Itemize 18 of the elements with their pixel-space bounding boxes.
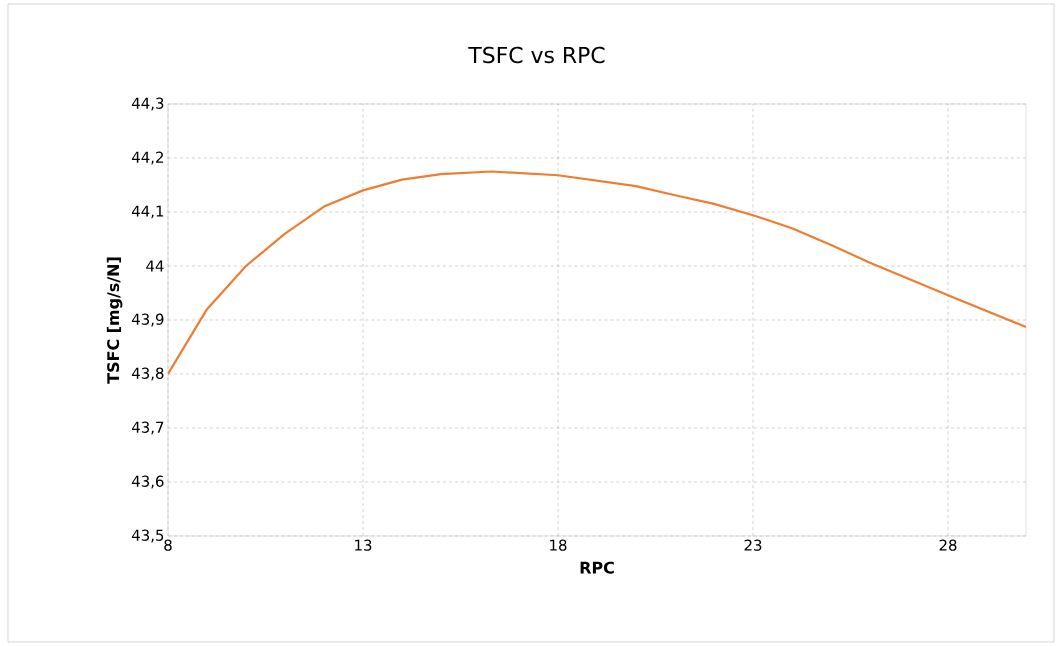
- x-tick-label: 8: [164, 539, 172, 551]
- x-axis-title: RPC: [580, 561, 614, 574]
- y-tick-label: 43,7: [131, 421, 164, 435]
- y-tick-label: 43,6: [131, 475, 164, 489]
- y-axis-title: TSFC [mg/s/N]: [106, 257, 123, 384]
- x-tick-label: 28: [939, 539, 957, 551]
- x-tick-label: 18: [550, 539, 567, 551]
- y-tick-label: 43,5: [131, 529, 164, 543]
- x-tick-label: 23: [744, 539, 762, 551]
- y-tick-label: 44,2: [131, 151, 163, 165]
- chart-title: TSFC vs RPC: [468, 46, 605, 64]
- y-tick-label: 44: [146, 260, 164, 272]
- y-tick-label: 43,8: [131, 367, 164, 381]
- y-tick-label: 44,1: [131, 205, 164, 219]
- y-tick-label: 44,3: [131, 97, 164, 111]
- line-series: [168, 170, 1027, 376]
- x-tick-label: 13: [355, 539, 372, 551]
- y-tick-label: 43,9: [131, 313, 164, 327]
